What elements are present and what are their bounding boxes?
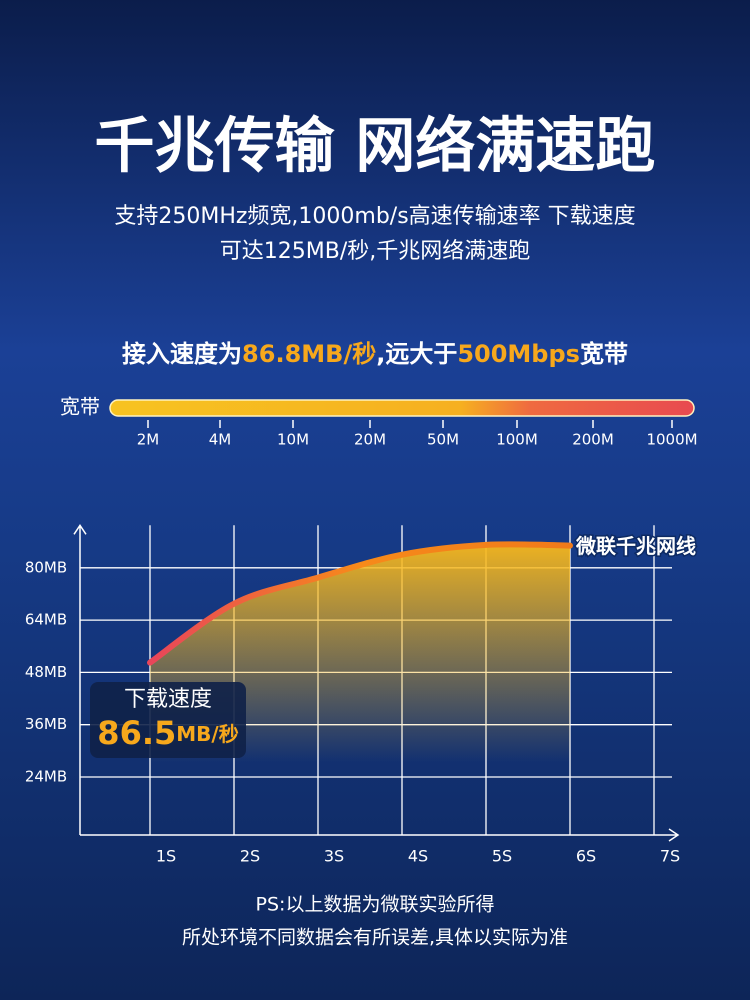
x-tick-label: 3S — [324, 847, 344, 866]
bandwidth-tick-label: 50M — [427, 431, 459, 449]
subtitle: 可达125MB/秒,千兆网络满速跑 — [220, 239, 530, 264]
highlight: 接入速度为86.8MB/秒,远大于500Mbps宽带 — [122, 340, 628, 368]
highlight-part: 接入速度为 — [122, 340, 242, 368]
annotation-value: 86.5 — [97, 714, 176, 752]
y-tick-label: 80MB — [25, 558, 67, 576]
x-tick-label: 7S — [660, 847, 680, 866]
highlight-part: ,远大于 — [376, 340, 457, 368]
footnote: 所处环境不同数据会有所误差,具体以实际为准 — [182, 927, 568, 949]
bandwidth-tick-label: 200M — [572, 431, 614, 449]
highlight-part: 500Mbps — [457, 340, 580, 368]
x-tick-label: 1S — [156, 847, 176, 866]
annotation-label: 下载速度 — [124, 687, 212, 712]
legend-label: 微联千兆网线 — [575, 534, 696, 558]
annotation-box — [90, 682, 246, 758]
y-tick-label: 64MB — [25, 611, 67, 629]
subtitle: 支持250MHz频宽,1000mb/s高速传输速率 下载速度 — [114, 204, 635, 229]
bandwidth-bar — [109, 399, 695, 417]
area — [150, 544, 570, 835]
title: 千兆传输 网络满速跑 — [95, 112, 656, 182]
y-tick-label: 48MB — [25, 663, 67, 681]
bandwidth-label: 宽带 — [60, 395, 100, 419]
bandwidth-tick-label: 10M — [277, 431, 309, 449]
bandwidth-tick-label: 4M — [209, 431, 232, 449]
bandwidth-tick-label: 20M — [354, 431, 386, 449]
bandwidth-tick-label: 100M — [496, 431, 538, 449]
y-tick-label: 36MB — [25, 715, 67, 733]
x-tick-label: 2S — [240, 847, 260, 866]
line — [147, 541, 573, 666]
y-tick-label: 24MB — [25, 768, 67, 786]
annotation-value-line: 86.5MB/秒 — [97, 714, 238, 752]
x-tick-label: 6S — [576, 847, 596, 866]
x-tick-label: 5S — [492, 847, 512, 866]
annotation-unit: MB/秒 — [176, 722, 238, 746]
highlight-part: 宽带 — [580, 340, 628, 368]
footnote: PS:以上数据为微联实验所得 — [256, 894, 495, 916]
x-tick-label: 4S — [408, 847, 428, 866]
y-axis — [73, 523, 87, 835]
chart: 24MB 36MB 48MB 64MB 80MB 1S 2S 3S 4S 5S 6S 7S 微联千兆网线… — [25, 523, 698, 866]
bandwidth-tick-label: 2M — [137, 431, 160, 449]
highlight-part: 86.8MB/秒 — [242, 340, 376, 368]
bandwidth-tick-label: 1000M — [646, 431, 697, 449]
